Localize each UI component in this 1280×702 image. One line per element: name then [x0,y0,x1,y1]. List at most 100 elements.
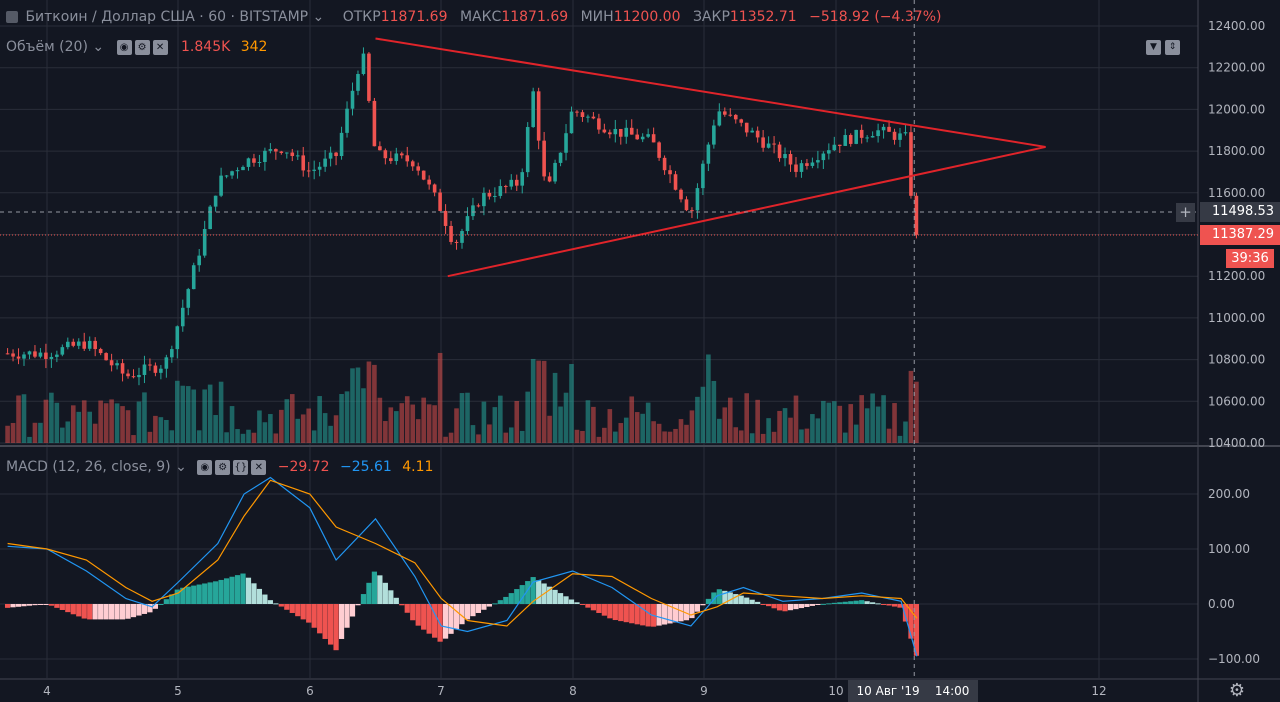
macd-histogram-bar [820,603,826,605]
volume-bar [76,411,82,443]
macd-histogram-bar [103,604,109,620]
volume-legend[interactable]: Объём (20) ⌄ ◉ ⚙ ✕ 1.845K 342 [6,38,267,56]
close-icon[interactable]: ✕ [152,39,168,55]
candle-body [98,349,103,354]
macd-legend[interactable]: MACD (12, 26, close, 9) ⌄ ◉ ⚙{} ✕ −29.72 −… [6,458,433,476]
pane-order-icon[interactable]: ⇕ [1165,40,1180,55]
volume-bar [454,408,459,443]
macd-histogram-bar [766,604,772,607]
candle-body [493,195,497,197]
macd-histogram-bar [43,604,49,605]
symbol-title[interactable]: Биткоин / Доллар США · 60 · BITSTAMP [25,9,309,25]
volume-bar [656,423,662,443]
volume-bar [218,381,224,443]
candle-body [421,170,426,180]
macd-histogram-bar [371,571,378,604]
collapse-pane-icon[interactable]: ▼ [1146,40,1161,55]
candle-body [744,122,749,133]
volume-bar [558,406,563,443]
last-price-label: 11387.29 [1200,225,1280,245]
candle-body [252,158,256,163]
price-tick-label: 10800.00 [1208,353,1265,367]
volume-bar [667,431,673,443]
volume-bar [366,361,372,443]
time-tick-label: 4 [43,684,51,698]
source-code-icon[interactable]: {} [233,459,249,475]
volume-bar [465,392,470,443]
volume-bar [383,421,388,443]
volume-bar [158,417,164,443]
macd-histogram-bar [273,603,279,605]
volume-bar [49,392,54,443]
macd-histogram-bar [612,604,618,621]
volume-bar [487,424,492,443]
volume-bar [175,380,180,443]
candle-body [471,205,475,217]
candle-body [597,118,601,130]
candle-body [739,119,744,123]
macd-histogram-bar [328,604,334,645]
volume-bar [125,410,131,443]
volume-bar [136,401,142,443]
volume-bar [470,425,476,443]
macd-histogram-bar [870,602,876,604]
candle-body [246,158,251,167]
candle-body [383,150,388,159]
candle-body [684,199,689,211]
volume-bar [92,423,98,443]
close-icon[interactable]: ✕ [251,459,267,475]
candle-body [723,111,727,115]
candle-body [175,326,180,350]
symbol-legend[interactable]: Биткоин / Доллар США · 60 · BITSTAMP ⌄ О… [6,8,941,26]
eye-icon[interactable]: ◉ [197,459,213,475]
volume-bar [525,391,531,443]
volume-bar [207,384,213,443]
macd-histogram-bar [70,604,76,615]
candle-body [66,341,70,348]
chevron-down-icon[interactable]: ⌄ [175,459,187,475]
time-tick-label: 12 [1091,684,1106,698]
volume-bar [634,412,640,443]
chevron-down-icon[interactable]: ⌄ [312,9,325,25]
candle-body [76,341,81,346]
candle-body [432,184,437,193]
volume-bar [246,429,251,443]
volume-bar [886,428,892,443]
gear-icon[interactable]: ⚙ [215,459,231,475]
candle-body [755,130,760,138]
candle-body [613,128,618,135]
eye-icon[interactable]: ◉ [116,39,132,55]
plus-icon[interactable]: + [1176,203,1195,222]
macd-histogram-bar [223,578,230,604]
candle-body [38,352,43,357]
candle-body [701,163,705,189]
volume-bar [859,395,864,443]
candle-body [285,152,289,154]
volume-bar [738,430,744,443]
volume-bar [180,385,186,443]
macd-histogram-bar [240,573,246,604]
macd-histogram-bar [618,604,624,622]
gear-icon[interactable]: ⚙ [134,39,150,55]
volume-bar [10,422,16,443]
candle-body [788,154,793,165]
macd-histogram-bar [147,604,153,613]
macd-histogram-bar [54,604,60,608]
volume-bar [328,425,333,443]
macd-tick-label: 200.00 [1208,487,1250,501]
volume-bar [678,419,684,443]
candle-body [71,341,76,346]
volume-bar [629,396,635,443]
volume-bar [541,360,547,443]
macd-histogram-bar [109,604,115,620]
gear-icon[interactable]: ⚙ [1228,680,1246,701]
candle-body [575,111,579,113]
macd-histogram-bar [87,604,93,620]
macd-histogram-bar [831,602,837,604]
macd-histogram-bar [908,604,914,639]
volume-bar [832,401,837,443]
chevron-down-icon[interactable]: ⌄ [92,39,105,55]
candle-body [55,354,59,357]
